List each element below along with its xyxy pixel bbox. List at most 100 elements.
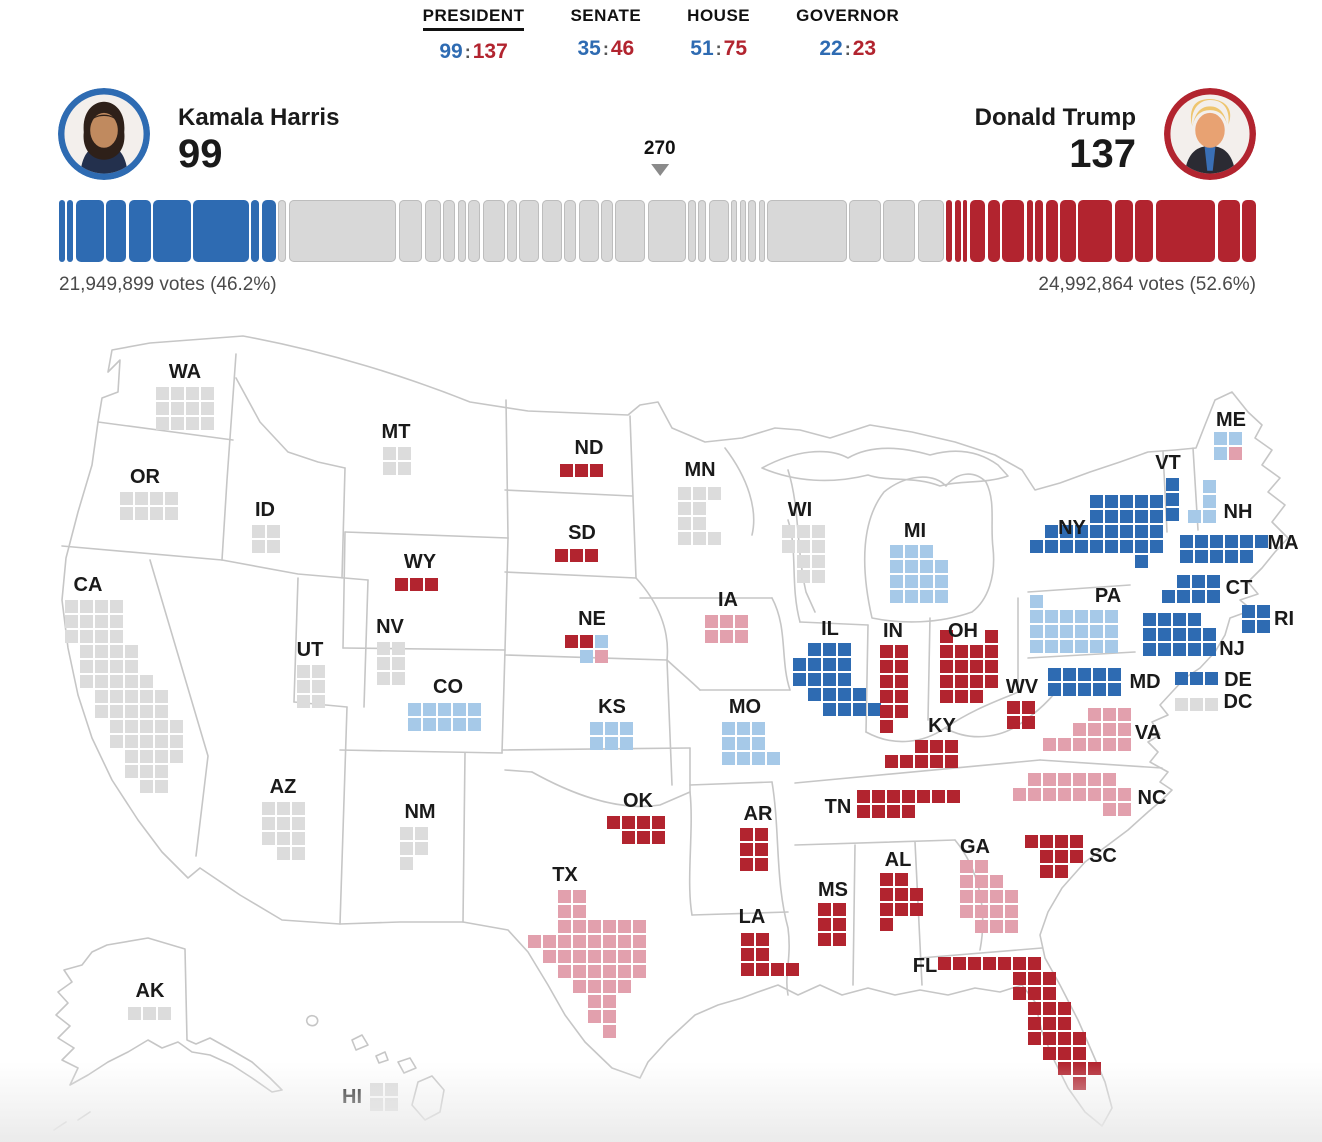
state-oh[interactable]: OH <box>940 620 998 703</box>
state-wy[interactable]: WY <box>395 551 438 591</box>
bar-segment-trump-won[interactable] <box>1155 200 1216 262</box>
state-al[interactable]: AL <box>880 849 923 931</box>
nav-tab-senate[interactable]: SENATE 35:46 <box>570 6 641 64</box>
state-mo[interactable]: MO <box>722 696 780 765</box>
state-tn[interactable]: TN <box>825 790 960 818</box>
bar-segment-uncalled[interactable] <box>688 200 696 262</box>
bar-segment-harris-won[interactable] <box>128 200 151 262</box>
bar-segment-harris-won[interactable] <box>153 200 191 262</box>
bar-segment-trump-won[interactable] <box>1114 200 1133 262</box>
bar-segment-trump-won[interactable] <box>963 200 968 262</box>
state-sd[interactable]: SD <box>555 522 598 562</box>
state-la[interactable]: LA <box>739 906 799 976</box>
bar-segment-uncalled[interactable] <box>398 200 423 262</box>
state-nj[interactable]: NJ <box>1143 613 1245 660</box>
bar-segment-trump-won[interactable] <box>1035 200 1044 262</box>
bar-segment-uncalled[interactable] <box>731 200 738 262</box>
bar-segment-uncalled[interactable] <box>647 200 686 262</box>
bar-segment-trump-won[interactable] <box>1078 200 1113 262</box>
state-ne[interactable]: NE <box>565 608 608 663</box>
bar-segment-uncalled[interactable] <box>578 200 599 262</box>
state-nv[interactable]: NV <box>376 616 405 685</box>
state-wi[interactable]: WI <box>782 499 825 583</box>
bar-segment-trump-won[interactable] <box>1002 200 1025 262</box>
bar-segment-trump-won[interactable] <box>954 200 961 262</box>
bar-segment-trump-won[interactable] <box>1060 200 1076 262</box>
state-ga[interactable]: GA <box>960 836 1018 933</box>
state-mn[interactable]: MN <box>678 459 721 545</box>
bar-segment-uncalled[interactable] <box>507 200 517 262</box>
bar-segment-uncalled[interactable] <box>758 200 765 262</box>
bar-segment-uncalled[interactable] <box>424 200 441 262</box>
bar-segment-uncalled[interactable] <box>615 200 646 262</box>
state-ia[interactable]: IA <box>705 589 748 643</box>
state-mt[interactable]: MT <box>382 421 411 475</box>
bar-segment-trump-won[interactable] <box>987 200 1000 262</box>
nav-tab-president[interactable]: PRESIDENT 99:137 <box>422 6 525 64</box>
state-ok[interactable]: OK <box>607 790 665 844</box>
state-ak[interactable]: AK <box>128 980 171 1020</box>
state-md[interactable]: MD <box>1048 668 1161 696</box>
state-mi[interactable]: MI <box>890 520 948 603</box>
bar-segment-trump-won[interactable] <box>1217 200 1240 262</box>
state-ky[interactable]: KY <box>885 715 958 768</box>
bar-segment-uncalled[interactable] <box>468 200 481 262</box>
state-or[interactable]: OR <box>120 466 178 520</box>
state-il[interactable]: IL <box>793 618 881 716</box>
state-vt[interactable]: VT <box>1155 452 1181 521</box>
bar-segment-uncalled[interactable] <box>601 200 613 262</box>
bar-segment-uncalled[interactable] <box>767 200 847 262</box>
state-tx[interactable]: TX <box>528 864 646 1038</box>
state-ca[interactable]: CA <box>65 574 183 793</box>
bar-segment-trump-won[interactable] <box>1045 200 1058 262</box>
bar-segment-harris-won[interactable] <box>261 200 276 262</box>
state-ct[interactable]: CT <box>1162 575 1252 603</box>
state-fl[interactable]: FL <box>913 955 1101 1090</box>
state-pa[interactable]: PA <box>1030 585 1121 653</box>
state-ma[interactable]: MA <box>1180 532 1299 563</box>
bar-segment-harris-won[interactable] <box>251 200 260 262</box>
bar-segment-harris-won[interactable] <box>193 200 249 262</box>
bar-segment-trump-won[interactable] <box>1242 200 1256 262</box>
state-nh[interactable]: NH <box>1188 480 1252 523</box>
bar-segment-harris-won[interactable] <box>106 200 127 262</box>
bar-segment-uncalled[interactable] <box>541 200 562 262</box>
bar-segment-uncalled[interactable] <box>278 200 287 262</box>
bar-segment-uncalled[interactable] <box>849 200 881 262</box>
state-sc[interactable]: SC <box>1025 835 1117 878</box>
bar-segment-uncalled[interactable] <box>698 200 707 262</box>
state-co[interactable]: CO <box>408 676 481 731</box>
state-wv[interactable]: WV <box>1006 676 1039 729</box>
bar-segment-harris-won[interactable] <box>75 200 104 262</box>
bar-segment-trump-won[interactable] <box>969 200 986 262</box>
bar-segment-trump-won[interactable] <box>1135 200 1154 262</box>
state-in[interactable]: IN <box>880 620 908 733</box>
bar-segment-uncalled[interactable] <box>748 200 757 262</box>
bar-segment-uncalled[interactable] <box>457 200 466 262</box>
state-ri[interactable]: RI <box>1242 605 1294 633</box>
bar-segment-uncalled[interactable] <box>564 200 577 262</box>
state-nc[interactable]: NC <box>1013 773 1166 816</box>
bar-segment-harris-won[interactable] <box>67 200 74 262</box>
bar-segment-uncalled[interactable] <box>883 200 916 262</box>
bar-segment-uncalled[interactable] <box>917 200 944 262</box>
bar-segment-uncalled[interactable] <box>708 200 729 262</box>
bar-segment-uncalled[interactable] <box>288 200 397 262</box>
state-hi[interactable]: HI <box>342 1083 398 1111</box>
nav-tab-governor[interactable]: GOVERNOR 22:23 <box>796 6 899 64</box>
state-ut[interactable]: UT <box>297 639 325 708</box>
state-me[interactable]: ME <box>1214 409 1246 460</box>
bar-segment-uncalled[interactable] <box>443 200 456 262</box>
state-nd[interactable]: ND <box>560 437 603 477</box>
state-az[interactable]: AZ <box>262 776 305 860</box>
bar-segment-trump-won[interactable] <box>946 200 953 262</box>
state-wa[interactable]: WA <box>156 361 214 430</box>
state-va[interactable]: VA <box>1043 708 1161 751</box>
state-ks[interactable]: KS <box>590 696 633 750</box>
state-ar[interactable]: AR <box>740 803 773 871</box>
state-ny[interactable]: NY <box>1030 495 1163 568</box>
state-ms[interactable]: MS <box>818 879 848 946</box>
bar-segment-uncalled[interactable] <box>519 200 540 262</box>
state-de[interactable]: DE <box>1175 669 1252 691</box>
state-nm[interactable]: NM <box>400 801 436 870</box>
